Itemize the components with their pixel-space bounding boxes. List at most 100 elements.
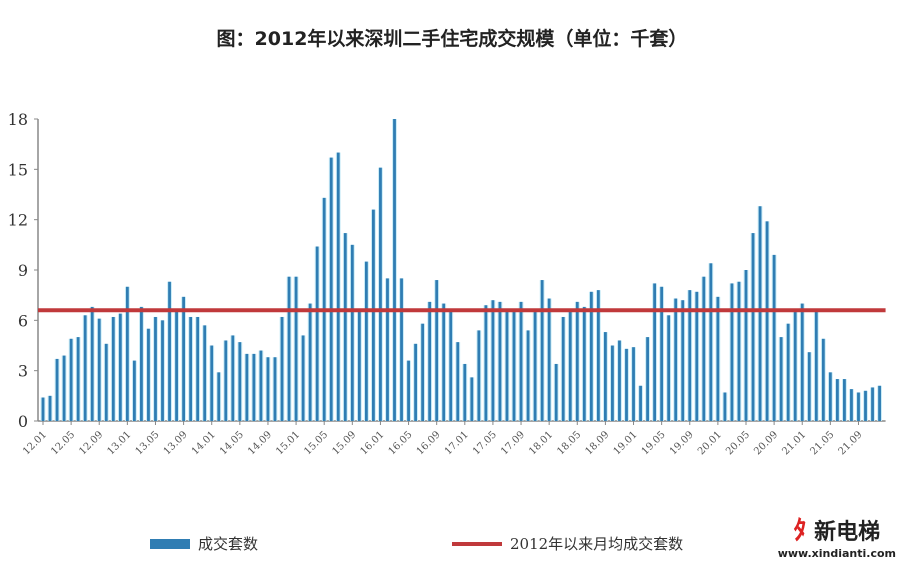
- bar: [118, 313, 122, 421]
- bar: [512, 311, 516, 421]
- bar: [554, 363, 558, 421]
- bar: [716, 296, 720, 421]
- bar: [723, 392, 727, 421]
- bar: [273, 357, 277, 421]
- x-tick-label: 16.09: [415, 429, 443, 457]
- bar: [709, 263, 713, 421]
- bar: [702, 276, 706, 421]
- bar: [428, 301, 432, 421]
- bar: [568, 310, 572, 421]
- bar: [596, 290, 600, 421]
- bar: [807, 352, 811, 421]
- bar: [821, 338, 825, 421]
- bar: [76, 337, 80, 421]
- bar: [730, 283, 734, 421]
- bar: [604, 332, 607, 421]
- x-tick-label: 12.05: [49, 429, 77, 457]
- bar: [547, 298, 551, 421]
- bar: [540, 280, 544, 421]
- x-tick-label: 13.09: [162, 429, 190, 457]
- bar: [259, 350, 263, 421]
- bar: [83, 315, 87, 421]
- bar: [329, 157, 333, 422]
- bar: [97, 318, 101, 421]
- bar: [814, 308, 818, 421]
- bar: [498, 301, 502, 421]
- bar: [470, 377, 474, 421]
- bar: [561, 316, 565, 421]
- bar: [224, 340, 228, 421]
- x-tick-label: 15.09: [330, 429, 358, 457]
- x-tick-label: 16.01: [359, 429, 387, 457]
- bar: [203, 325, 207, 421]
- bar: [779, 337, 783, 421]
- bar: [800, 303, 804, 421]
- bar: [758, 206, 762, 421]
- x-tick-label: 14.09: [246, 429, 274, 457]
- bar: [484, 305, 488, 421]
- bar: [751, 233, 755, 421]
- bar: [737, 281, 741, 421]
- x-tick-label: 20.05: [724, 429, 752, 457]
- bar: [69, 338, 73, 421]
- bar: [41, 397, 45, 421]
- bar: [147, 328, 150, 421]
- bar: [611, 345, 614, 421]
- bar: [519, 301, 523, 421]
- bar: [505, 310, 509, 421]
- x-tick-label: 14.05: [218, 429, 246, 457]
- legend-line-label: 2012年以来月均成交套数: [510, 535, 684, 553]
- legend-line: 2012年以来月均成交套数: [452, 533, 683, 554]
- x-tick-label: 20.09: [752, 429, 780, 457]
- x-tick-label: 21.09: [837, 429, 865, 457]
- bar: [245, 353, 249, 421]
- bar: [315, 246, 319, 421]
- bar: [407, 360, 410, 421]
- bar: [140, 306, 143, 421]
- bar: [379, 167, 382, 421]
- bar: [695, 291, 699, 421]
- x-tick-label: 19.01: [612, 429, 640, 457]
- bar: [688, 290, 692, 421]
- bar: [231, 335, 235, 421]
- bar: [336, 152, 340, 422]
- bar: [125, 286, 129, 421]
- bar: [132, 360, 136, 421]
- bar: [582, 306, 586, 421]
- bar: [878, 385, 881, 421]
- y-tick-label: 3: [18, 362, 28, 381]
- watermark-url: www.xindianti.com: [777, 547, 896, 560]
- bar: [449, 310, 453, 421]
- bar: [463, 363, 467, 421]
- bar: [217, 372, 221, 421]
- bar: [104, 343, 108, 421]
- x-tick-label: 15.05: [302, 429, 330, 457]
- bar: [400, 278, 403, 421]
- bar: [196, 316, 200, 421]
- y-tick-label: 9: [18, 261, 28, 280]
- bar: [772, 254, 776, 421]
- bar: [175, 308, 178, 421]
- bar: [653, 283, 657, 421]
- bar: [477, 330, 481, 421]
- bar: [62, 355, 66, 421]
- bar: [589, 291, 593, 421]
- bar: [90, 306, 94, 421]
- logo-icon: ﾀ: [793, 516, 807, 546]
- bar: [393, 119, 396, 421]
- bar: [660, 286, 664, 421]
- bar: [294, 276, 298, 421]
- bar: [154, 316, 157, 421]
- x-tick-label: 13.01: [105, 429, 133, 457]
- bar: [491, 300, 495, 421]
- bar: [189, 316, 193, 421]
- bar: [252, 353, 256, 421]
- x-tick-label: 14.01: [190, 429, 218, 457]
- bar: [618, 340, 621, 421]
- y-tick-label: 18: [8, 110, 28, 129]
- x-tick-label: 17.01: [443, 429, 471, 457]
- y-tick-label: 12: [8, 211, 28, 230]
- bar: [871, 387, 874, 421]
